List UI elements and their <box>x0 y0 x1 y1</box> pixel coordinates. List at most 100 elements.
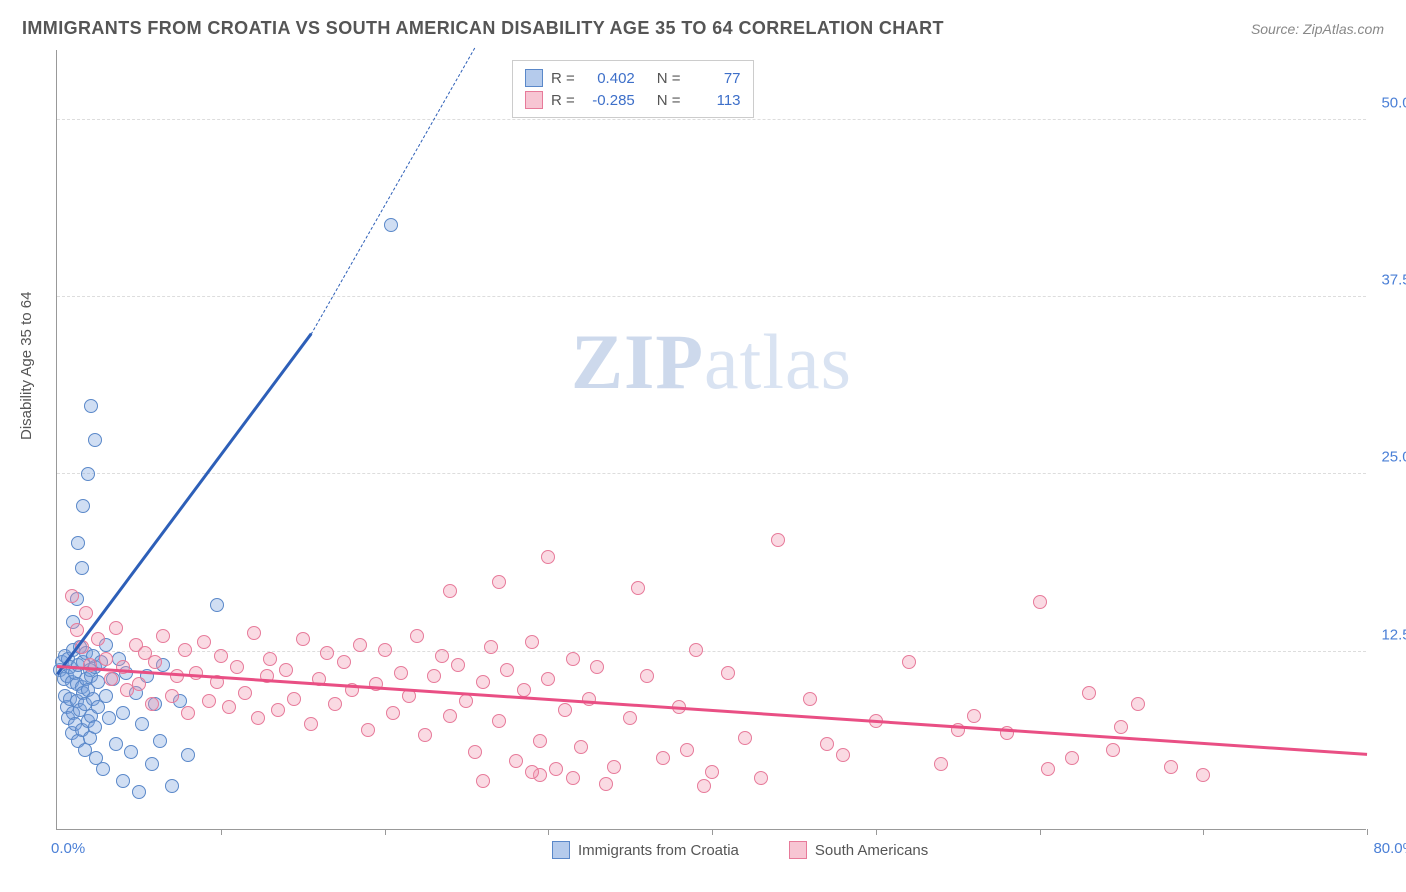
data-point <box>533 734 547 748</box>
data-point <box>640 669 654 683</box>
data-point <box>76 499 90 513</box>
data-point <box>721 666 735 680</box>
data-point <box>566 652 580 666</box>
trend-line <box>56 333 312 675</box>
data-point <box>165 689 179 703</box>
data-point <box>70 623 84 637</box>
x-origin-label: 0.0% <box>51 840 85 857</box>
data-point <box>109 737 123 751</box>
data-point <box>492 575 506 589</box>
data-point <box>222 700 236 714</box>
data-point <box>91 675 105 689</box>
data-point <box>754 771 768 785</box>
y-tick-label: 37.5% <box>1372 272 1406 289</box>
data-point <box>656 751 670 765</box>
data-point <box>934 757 948 771</box>
data-point <box>99 689 113 703</box>
x-tick <box>385 829 386 835</box>
data-point <box>156 629 170 643</box>
data-point <box>1033 595 1047 609</box>
source-credit: Source: ZipAtlas.com <box>1251 21 1384 37</box>
data-point <box>427 669 441 683</box>
legend-swatch <box>525 69 543 87</box>
trend-line <box>310 48 475 335</box>
x-tick <box>1203 829 1204 835</box>
data-point <box>459 694 473 708</box>
data-point <box>135 717 149 731</box>
stat-r-label: R = <box>551 70 575 87</box>
data-point <box>238 686 252 700</box>
data-point <box>109 621 123 635</box>
data-point <box>88 433 102 447</box>
legend-swatch <box>552 841 570 859</box>
scatter-chart: ZIPatlas R =0.402N =77R =-0.285N =113 0.… <box>56 50 1366 830</box>
x-tick <box>221 829 222 835</box>
data-point <box>967 709 981 723</box>
data-point <box>181 748 195 762</box>
data-point <box>1106 743 1120 757</box>
data-point <box>263 652 277 666</box>
data-point <box>320 646 334 660</box>
data-point <box>435 649 449 663</box>
data-point <box>738 731 752 745</box>
data-point <box>509 754 523 768</box>
data-point <box>394 666 408 680</box>
data-point <box>251 711 265 725</box>
data-point <box>337 655 351 669</box>
data-point <box>91 632 105 646</box>
data-point <box>631 581 645 595</box>
data-point <box>623 711 637 725</box>
data-point <box>590 660 604 674</box>
data-point <box>1131 697 1145 711</box>
data-point <box>525 635 539 649</box>
data-point <box>132 785 146 799</box>
data-point <box>99 652 113 666</box>
data-point <box>71 536 85 550</box>
data-point <box>549 762 563 776</box>
stat-n-label: N = <box>657 92 681 109</box>
x-tick <box>1040 829 1041 835</box>
data-point <box>210 598 224 612</box>
stats-box: R =0.402N =77R =-0.285N =113 <box>512 60 754 118</box>
data-point <box>443 584 457 598</box>
legend-item: South Americans <box>789 841 928 859</box>
data-point <box>476 774 490 788</box>
data-point <box>84 399 98 413</box>
data-point <box>689 643 703 657</box>
data-point <box>189 666 203 680</box>
stats-row: R =-0.285N =113 <box>525 89 741 111</box>
stat-n-label: N = <box>657 70 681 87</box>
data-point <box>197 635 211 649</box>
gridline <box>57 296 1366 297</box>
data-point <box>145 757 159 771</box>
data-point <box>230 660 244 674</box>
data-point <box>1065 751 1079 765</box>
stat-r-label: R = <box>551 92 575 109</box>
data-point <box>541 550 555 564</box>
stat-r-value: -0.285 <box>583 92 635 109</box>
y-tick-label: 50.0% <box>1372 94 1406 111</box>
data-point <box>500 663 514 677</box>
data-point <box>902 655 916 669</box>
legend-swatch <box>525 91 543 109</box>
watermark: ZIPatlas <box>571 317 852 407</box>
trend-line <box>57 665 1367 755</box>
data-point <box>1164 760 1178 774</box>
data-point <box>803 692 817 706</box>
data-point <box>75 561 89 575</box>
data-point <box>181 706 195 720</box>
data-point <box>574 740 588 754</box>
data-point <box>145 697 159 711</box>
data-point <box>214 649 228 663</box>
stats-row: R =0.402N =77 <box>525 67 741 89</box>
data-point <box>202 694 216 708</box>
data-point <box>558 703 572 717</box>
gridline <box>57 119 1366 120</box>
data-point <box>525 765 539 779</box>
data-point <box>81 467 95 481</box>
data-point <box>148 655 162 669</box>
data-point <box>247 626 261 640</box>
data-point <box>1114 720 1128 734</box>
data-point <box>65 589 79 603</box>
chart-title: IMMIGRANTS FROM CROATIA VS SOUTH AMERICA… <box>22 18 944 39</box>
